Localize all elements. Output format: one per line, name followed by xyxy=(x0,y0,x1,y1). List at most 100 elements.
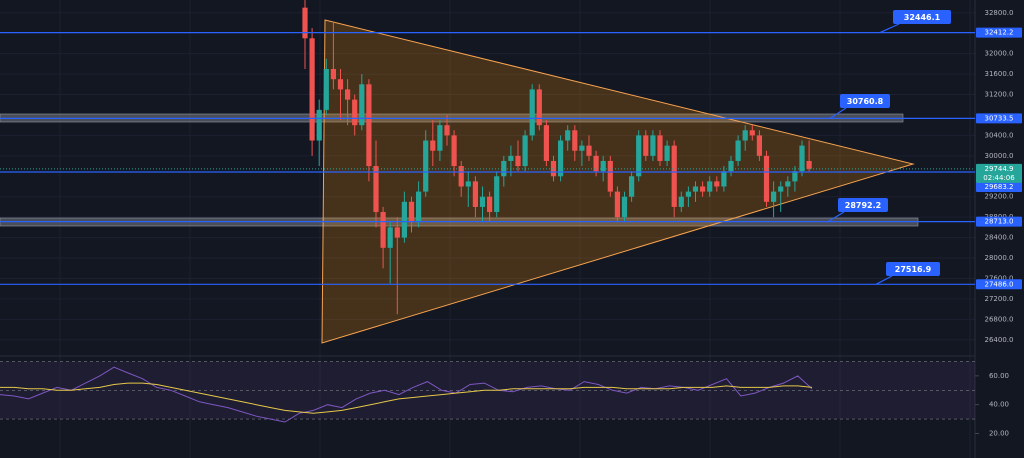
candle-body xyxy=(714,181,720,187)
y-tick-label: 32800.0 xyxy=(985,9,1014,17)
candle-body xyxy=(550,160,557,177)
candle-body xyxy=(678,196,684,207)
candle-body xyxy=(629,176,635,197)
candle-body xyxy=(416,191,422,223)
candle-body xyxy=(408,201,415,223)
price-axis-label-bg xyxy=(976,216,1022,227)
candle-body xyxy=(444,125,450,136)
candle-body xyxy=(352,99,358,126)
y-tick-label: 26400.0 xyxy=(985,336,1014,344)
callout-text: 27516.9 xyxy=(895,265,932,274)
candle-body xyxy=(458,166,464,187)
callout-connector xyxy=(829,107,847,119)
candle-body xyxy=(366,84,372,167)
price-axis-label-bg xyxy=(976,113,1022,124)
candle-body xyxy=(778,186,784,192)
y-tick-label: 20.00 xyxy=(989,430,1009,438)
candle-body xyxy=(742,130,748,141)
candle-body xyxy=(522,135,528,167)
candle-body xyxy=(792,171,798,182)
price-axis-label-bg xyxy=(976,27,1022,38)
candle-body xyxy=(607,160,613,192)
y-tick-label: 26800.0 xyxy=(985,315,1014,323)
y-tick-label: 28000.0 xyxy=(985,254,1014,262)
candle-body xyxy=(692,186,699,192)
callout-box xyxy=(886,262,940,276)
candle-body xyxy=(536,89,542,126)
candle-body xyxy=(721,171,727,187)
y-tick-label: 32000.0 xyxy=(985,50,1014,58)
candle-body xyxy=(799,145,805,172)
price-axis-label-bg xyxy=(976,279,1022,290)
candle-body xyxy=(558,140,564,177)
candle-body xyxy=(387,227,393,248)
candle-body xyxy=(664,145,670,161)
y-tick-label: 60.00 xyxy=(989,372,1009,380)
candle-body xyxy=(337,79,344,90)
y-tick-label: 40.00 xyxy=(989,401,1009,409)
price-axis-label: 27486.0 xyxy=(985,280,1014,288)
candle-body xyxy=(316,109,322,141)
candle-body xyxy=(728,160,734,172)
candle-body xyxy=(707,181,713,192)
candle-body xyxy=(323,68,329,110)
y-tick-label: 27600.0 xyxy=(985,274,1014,282)
y-tick-label: 27200.0 xyxy=(985,295,1014,303)
rsi-line xyxy=(0,366,813,423)
candle-body xyxy=(650,135,656,156)
candle-body xyxy=(586,145,592,156)
candle-body xyxy=(487,196,493,213)
candle-body xyxy=(657,135,663,161)
countdown: 02:44:06 xyxy=(983,174,1015,182)
callout-connector xyxy=(879,23,900,34)
callout-text: 32446.1 xyxy=(904,13,941,22)
triangle-pattern xyxy=(321,19,915,344)
candle-body xyxy=(543,125,549,161)
candle-body xyxy=(621,196,628,218)
candle-body xyxy=(565,130,571,141)
candle-body xyxy=(749,130,755,136)
candle-body xyxy=(451,135,457,167)
candle-body xyxy=(302,7,308,39)
candle-body xyxy=(437,125,443,151)
price-axis-label-bg xyxy=(976,182,1022,193)
candle-body xyxy=(309,38,315,141)
candle-body xyxy=(394,227,400,238)
callout-box xyxy=(838,198,888,212)
last-price-label: 29744.9 xyxy=(985,165,1014,173)
candle-body xyxy=(671,145,677,207)
candle-body xyxy=(380,212,386,248)
callout-connector xyxy=(827,211,845,223)
candle-body xyxy=(614,191,620,218)
candle-body xyxy=(636,135,642,177)
rsi-line xyxy=(0,382,813,414)
candle-body xyxy=(763,155,770,202)
candle-body xyxy=(330,68,336,80)
y-tick-label: 29200.0 xyxy=(985,193,1014,201)
candle-body xyxy=(593,155,599,172)
callout-box xyxy=(840,94,890,108)
candle-body xyxy=(785,181,791,187)
candle-body xyxy=(735,140,741,161)
candle-body xyxy=(685,191,691,197)
candle-body xyxy=(700,186,706,192)
candle-body xyxy=(579,145,585,151)
candle-body xyxy=(806,160,812,169)
candle-body xyxy=(572,130,578,151)
candle-body xyxy=(529,89,535,136)
candle-body xyxy=(345,89,351,100)
price-axis-label: 28713.0 xyxy=(985,218,1014,226)
callout-text: 30760.8 xyxy=(847,97,884,106)
candle-body xyxy=(501,160,507,177)
price-axis-label: 29683.2 xyxy=(985,183,1014,191)
candle-body xyxy=(465,181,471,187)
last-price-bg xyxy=(976,163,1022,183)
y-tick-label: 31600.0 xyxy=(985,70,1014,78)
candle-body xyxy=(771,191,777,202)
callout-text: 28792.2 xyxy=(845,201,881,210)
candle-body xyxy=(479,196,486,207)
candle-body xyxy=(401,201,407,238)
price-axis-label: 32412.2 xyxy=(985,29,1014,37)
